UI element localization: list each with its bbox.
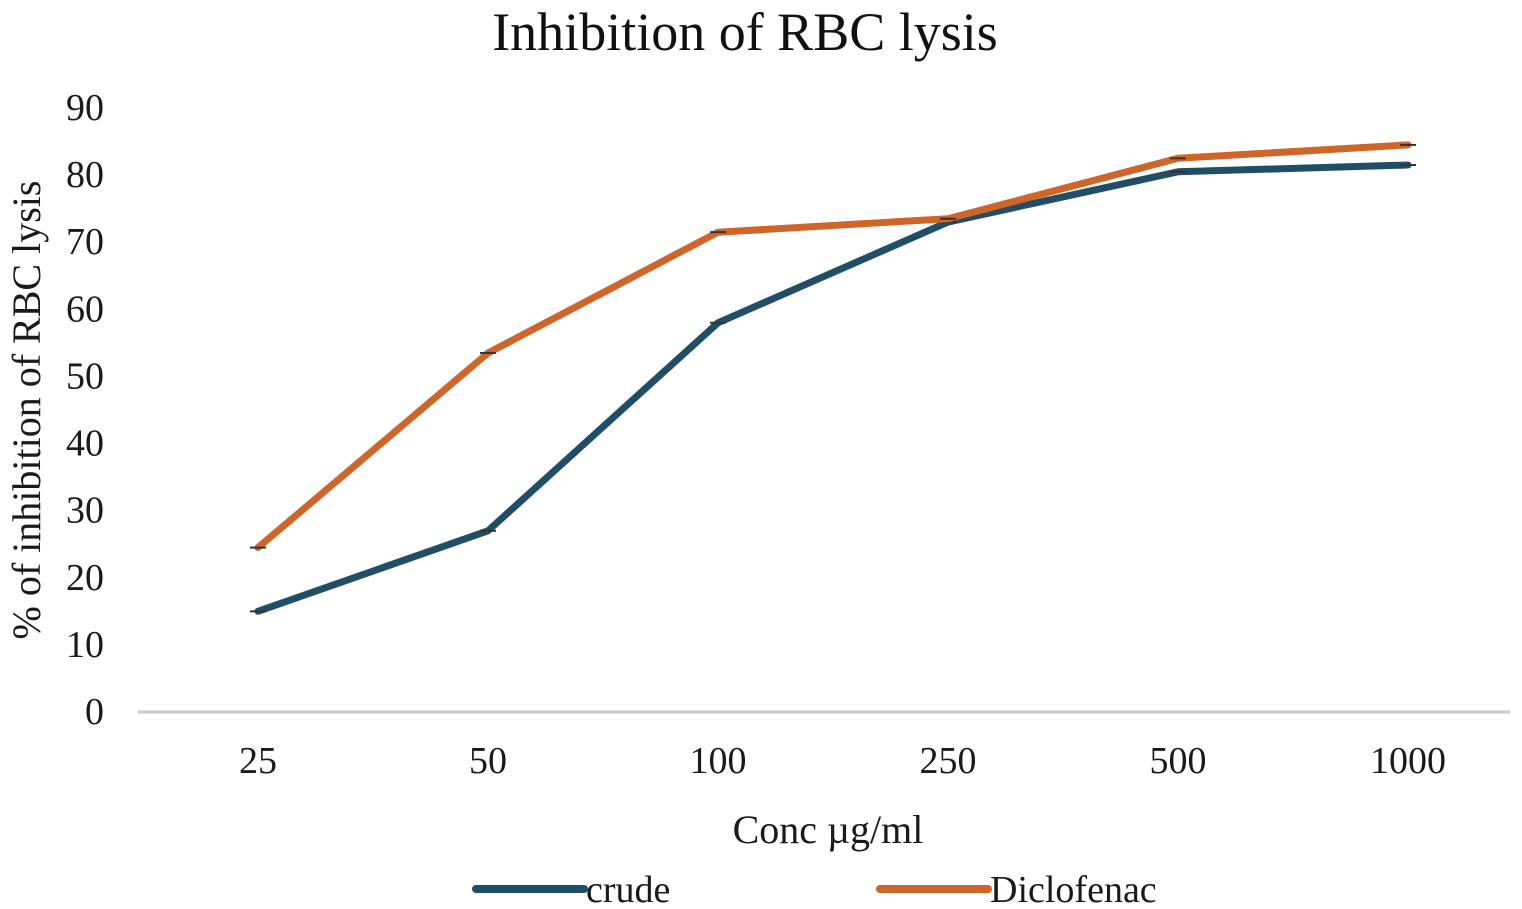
legend: crude Diclofenac: [472, 869, 1157, 909]
y-tick-label: 60: [66, 288, 104, 330]
x-tick-label: 50: [469, 740, 507, 782]
legend-label: crude: [586, 869, 670, 909]
x-tick-label: 250: [920, 740, 977, 782]
y-tick-labels: 0 10 20 30 40 50 60 70 80 90: [66, 87, 104, 733]
x-tick-label: 25: [239, 740, 277, 782]
x-tick-label: 100: [690, 740, 747, 782]
x-axis-label: Conc µg/ml: [733, 807, 924, 852]
series-layer: [250, 141, 1416, 615]
legend-label: Diclofenac: [990, 869, 1157, 909]
y-tick-label: 40: [66, 423, 104, 465]
y-tick-label: 80: [66, 154, 104, 196]
series-line-diclofenac: [254, 141, 1412, 552]
y-tick-label: 90: [66, 87, 104, 129]
y-tick-label: 10: [66, 624, 104, 666]
x-tick-label: 500: [1150, 740, 1207, 782]
y-tick-label: 50: [66, 355, 104, 397]
series-line-crude: [254, 161, 1412, 615]
chart-title: Inhibition of RBC lysis: [492, 2, 998, 62]
x-tick-label: 1000: [1370, 740, 1446, 782]
y-tick-label: 70: [66, 221, 104, 263]
y-tick-label: 0: [85, 691, 104, 733]
y-tick-label: 30: [66, 490, 104, 532]
y-axis-label: % of inhibition of RBC lysis: [4, 181, 49, 640]
y-tick-label: 20: [66, 557, 104, 599]
x-tick-labels: 25 50 100 250 500 1000: [239, 740, 1446, 782]
